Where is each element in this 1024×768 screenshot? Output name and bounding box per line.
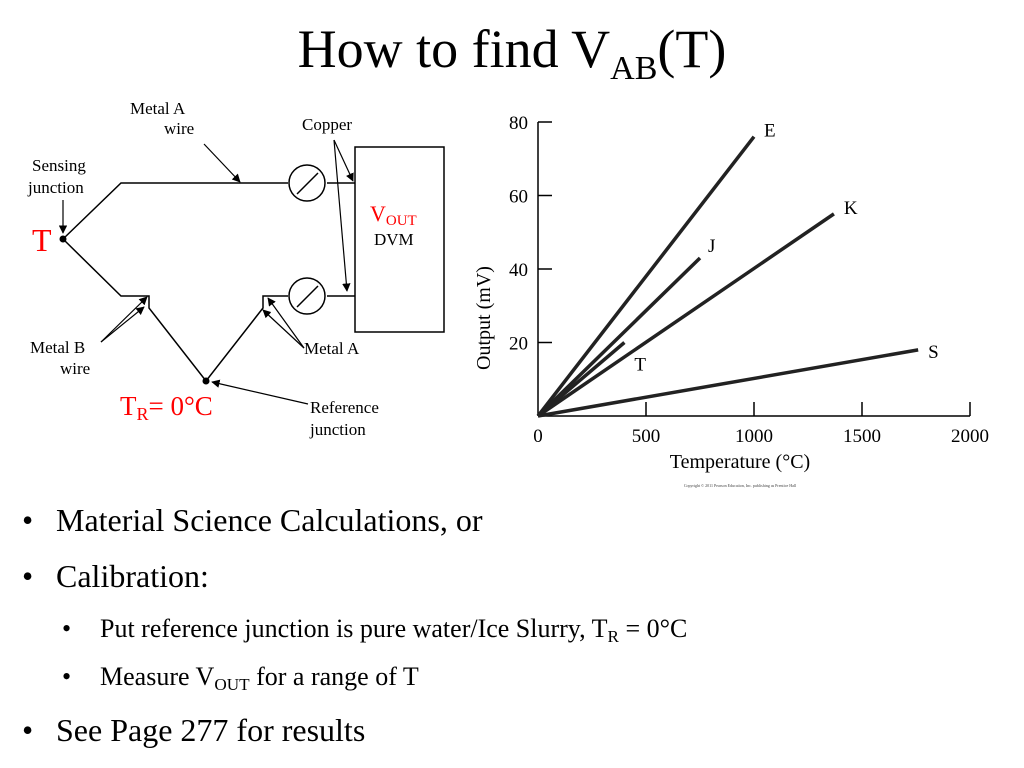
series-label-T: T — [634, 355, 646, 376]
y-tick-label: 60 — [509, 187, 528, 208]
label-vout: VOUT — [370, 201, 417, 229]
title-end-text: (T) — [657, 19, 727, 79]
bullet-text: Material Science Calculations, or — [56, 502, 483, 538]
label-reference-1: Reference — [310, 398, 379, 417]
dvm-box — [354, 146, 445, 333]
sub-bullet-text: Measure VOUT for a range of T — [100, 662, 419, 694]
copyright-note: Copyright © 2011 Pearson Education, Inc.… — [684, 483, 797, 489]
sensing-junction-dot — [59, 235, 67, 243]
series-label-S: S — [928, 342, 939, 363]
label-metal-a-wire-1: Metal A — [130, 99, 186, 118]
metal-b-arrow-2 — [100, 306, 145, 343]
series-line-J — [536, 256, 702, 418]
label-metal-a-lower: Metal A — [304, 339, 360, 358]
x-axis-label: Temperature (°C) — [670, 451, 810, 473]
bullet-text: See Page 277 for results — [56, 712, 366, 748]
reference-arrow — [211, 379, 309, 405]
bullet-dot: • — [22, 558, 34, 594]
y-tick-label: 80 — [509, 113, 528, 134]
x-tick-label: 1000 — [735, 426, 773, 447]
terminal-bottom — [288, 277, 326, 315]
series-line-T — [536, 341, 626, 418]
label-t: T — [32, 222, 52, 258]
label-sensing-1: Sensing — [32, 156, 86, 175]
label-tr: TR= 0°C — [120, 391, 213, 424]
bullet-dot: • — [22, 502, 34, 538]
metal-b-arrow-1 — [100, 296, 148, 343]
title-subscript: AB — [610, 50, 658, 87]
series-line-E — [536, 135, 756, 418]
copper-arrow-bottom — [333, 139, 351, 292]
sub-bullet-dot: • — [62, 662, 72, 691]
bullet-text: Calibration: — [56, 558, 209, 594]
label-metal-b-2: wire — [60, 359, 90, 378]
metal-b-wire — [62, 238, 288, 383]
series-line-K — [537, 212, 835, 418]
label-metal-a-wire-2: wire — [164, 119, 194, 138]
label-copper: Copper — [302, 115, 352, 134]
terminal-top — [288, 164, 326, 202]
metal-a-lower-arrow-1 — [262, 309, 305, 349]
y-tick-label: 40 — [509, 260, 528, 281]
copper-arrow-top — [333, 139, 354, 182]
series-line-S — [537, 348, 919, 418]
x-tick-label: 1500 — [843, 426, 881, 447]
y-axis-label: Output (mV) — [473, 266, 495, 370]
label-metal-b-1: Metal B — [30, 338, 85, 357]
thermocouple-circuit-diagram: Metal A wire Copper Sensing junction DVM… — [27, 99, 445, 439]
label-dvm: DVM — [374, 230, 414, 249]
metal-a-arrow — [203, 143, 241, 183]
x-tick-label: 2000 — [951, 426, 989, 447]
sub-bullet-dot: • — [62, 614, 72, 643]
title-main-text: How to find V — [297, 19, 611, 79]
slide-title: How to find VAB(T) — [0, 14, 1024, 87]
x-tick-label: 500 — [632, 426, 661, 447]
label-reference-2: junction — [309, 420, 366, 439]
thermocouple-output-chart: 0 500 1000 1500 2000 20 40 60 80 E J K T S Output (mV… — [473, 113, 989, 489]
series-label-E: E — [764, 121, 776, 142]
series-label-K: K — [844, 198, 858, 219]
x-tick-label: 0 — [533, 426, 543, 447]
metal-a-lower-arrow-2 — [267, 297, 305, 349]
metal-a-wire-top — [62, 182, 288, 240]
reference-junction-dot — [202, 377, 210, 385]
label-sensing-2: junction — [27, 178, 84, 197]
bullet-dot: • — [22, 712, 34, 748]
series-label-J: J — [708, 236, 715, 257]
y-tick-label: 20 — [509, 334, 528, 355]
sub-bullet-text: Put reference junction is pure water/Ice… — [100, 614, 688, 646]
